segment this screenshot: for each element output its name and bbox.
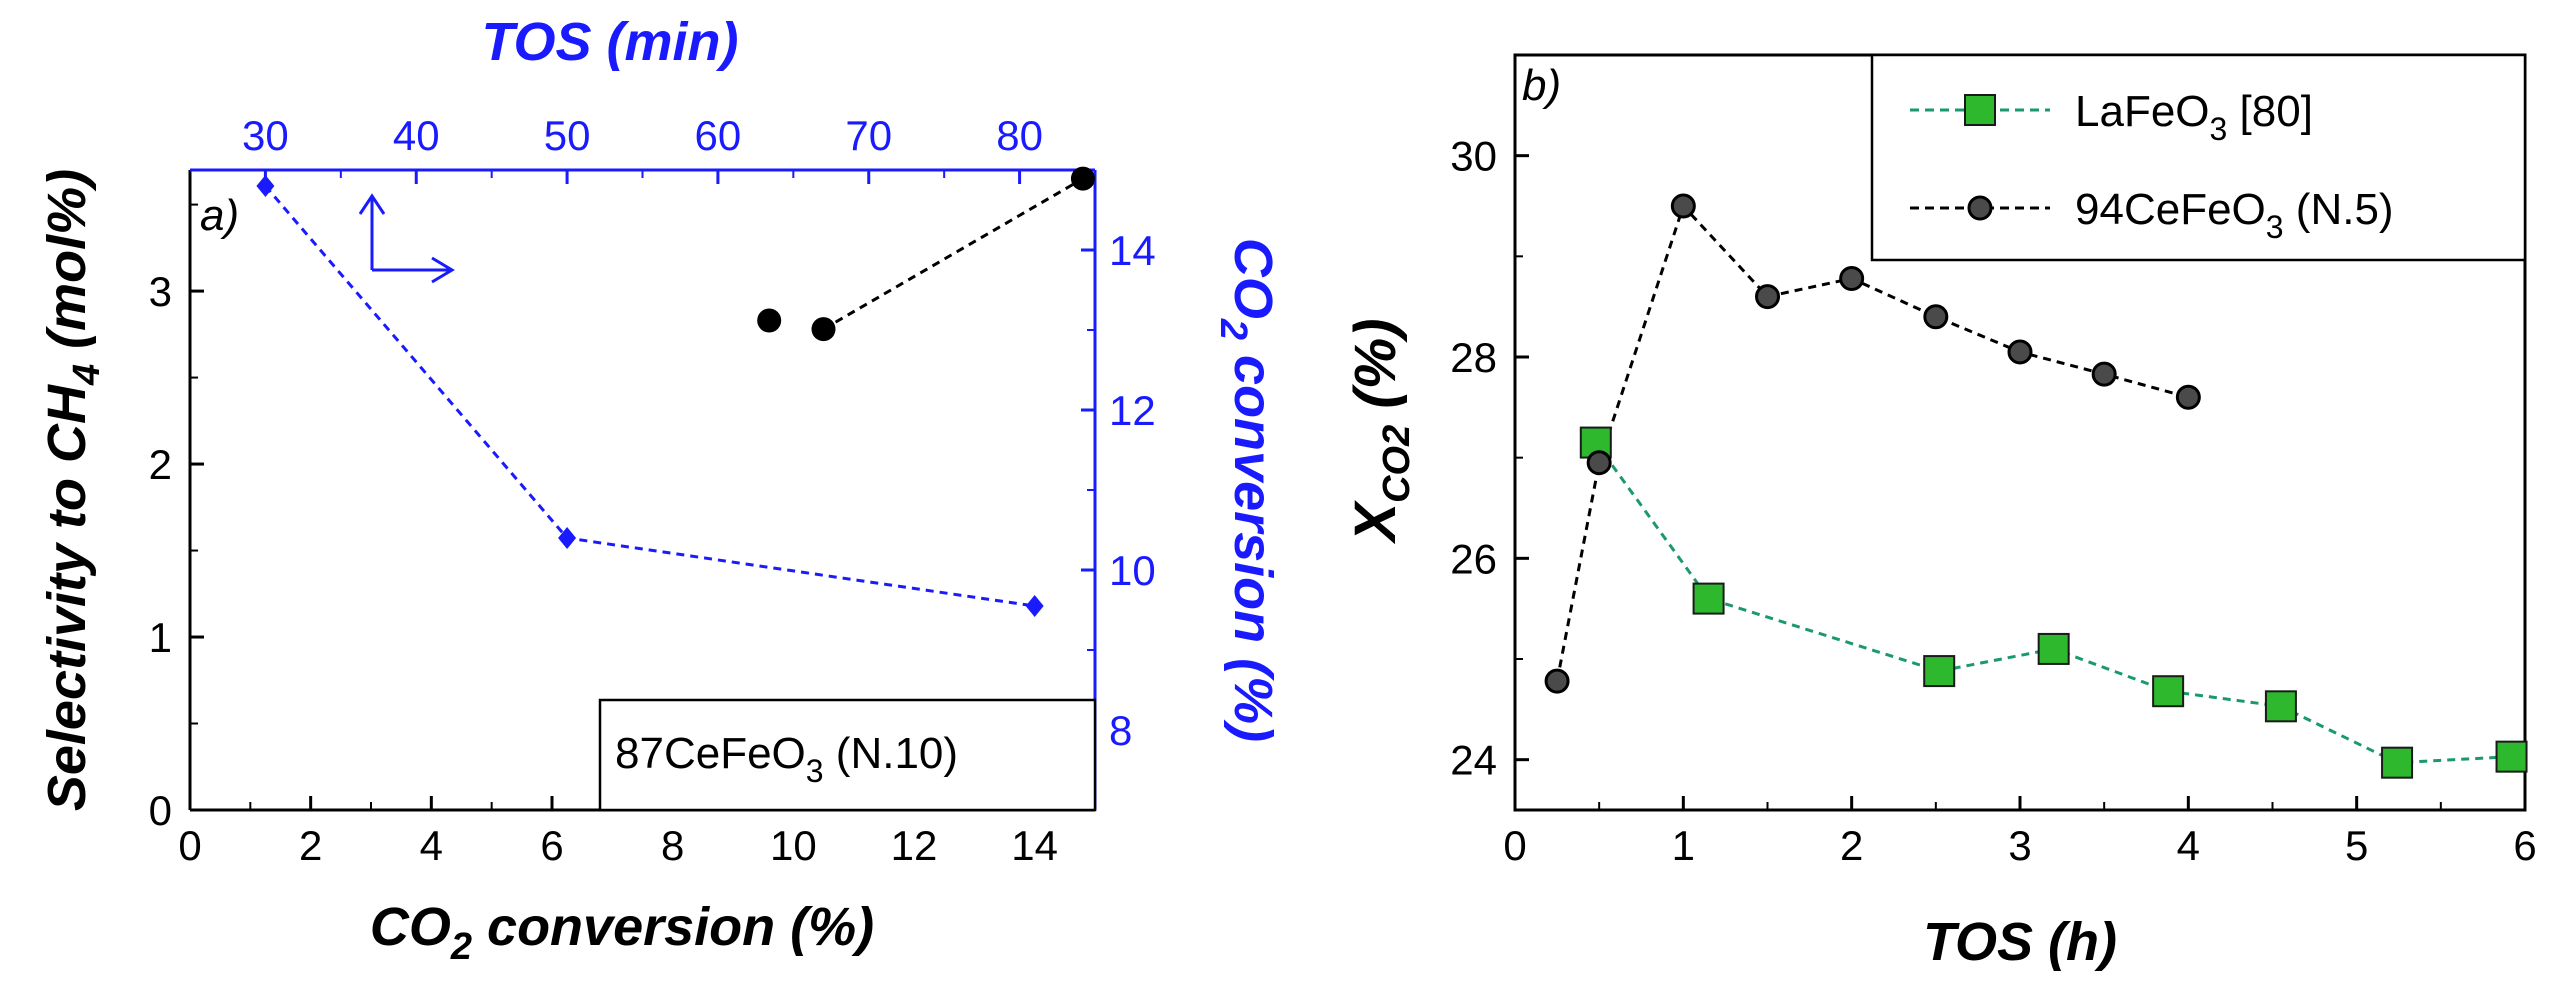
panel-a-top-tick-label: 80 xyxy=(996,112,1043,159)
panel-b-94cefeo3-point xyxy=(1544,668,1570,694)
panel-b-94cefeo3-point xyxy=(2175,384,2201,410)
panel-b-y-tick-label: 24 xyxy=(1450,737,1497,784)
panel-a-selectivity-point xyxy=(811,317,836,342)
axis-direction-arrow-icon xyxy=(358,193,455,284)
panel-b-x-tick-label: 5 xyxy=(2345,822,2368,869)
panel-a-y2-tick-label: 8 xyxy=(1109,707,1132,754)
panel-a-x-tick-label: 8 xyxy=(661,822,684,869)
panel-b-y-tick-label: 30 xyxy=(1450,133,1497,180)
panel-b-lafeo3-point xyxy=(1692,582,1725,615)
panel-a-top-tick-label: 40 xyxy=(393,112,440,159)
panel-a-x-tick-label: 14 xyxy=(1011,822,1058,869)
legend-marker-lafeo3 xyxy=(1910,94,2050,126)
panel-a-top-tick-label: 60 xyxy=(695,112,742,159)
panel-a-x-tick-label: 12 xyxy=(891,822,938,869)
panel-b-94cefeo3-point xyxy=(1586,450,1612,476)
panel-a-top-tick-label: 30 xyxy=(242,112,289,159)
panel-a-conversion-point xyxy=(256,175,275,197)
panel-a-y-tick-label: 3 xyxy=(149,268,172,315)
panel-b-label: b) xyxy=(1522,61,1561,110)
panel-b-x-tick-label: 6 xyxy=(2513,822,2536,869)
panel-b-x-tick-label: 3 xyxy=(2008,822,2031,869)
panel-a-x-tick-label: 6 xyxy=(540,822,563,869)
panel-b-94cefeo3-point xyxy=(1670,193,1696,219)
panel-b-94cefeo3-point xyxy=(1923,304,1949,330)
panel-b-x-axis-title: TOS (h) xyxy=(1923,912,2117,972)
panel-b: 0 1 2 3 4 5 6 24 26 28 30 b) LaFeO3 [80] 94CeFeO3… xyxy=(1343,53,2537,972)
panel-b-y-tick-label: 26 xyxy=(1450,535,1497,582)
panel-a-y-tick-label: 1 xyxy=(149,614,172,661)
panel-a-selectivity-point xyxy=(757,308,782,333)
panel-b-x-tick-label: 2 xyxy=(1840,822,1863,869)
panel-a-top-tick-label: 50 xyxy=(544,112,591,159)
panel-b-legend-entry-94cefeo3: 94CeFeO3 (N.5) xyxy=(2075,185,2394,245)
panel-a-label: a) xyxy=(200,191,239,240)
panel-a-y-tick-label: 2 xyxy=(149,441,172,488)
panel-a-y2-tick-label: 12 xyxy=(1109,387,1156,434)
panel-b-lafeo3-point xyxy=(1923,655,1956,688)
panel-a-x-axis-title: CO2 conversion (%) xyxy=(370,897,874,968)
panel-a-conversion-point xyxy=(558,527,577,549)
panel-b-y-axis-title: XCO2 (%) xyxy=(1343,318,1418,544)
panel-a-legend-box xyxy=(598,698,1097,812)
panel-a-x-tick-label: 4 xyxy=(420,822,443,869)
panel-b-lafeo3-point xyxy=(2037,632,2070,665)
panel-b-x-tick-label: 4 xyxy=(2177,822,2200,869)
panel-b-y-tick-label: 28 xyxy=(1450,334,1497,381)
panel-a-y-axis-title: Selectivity to CH4 (mol%) xyxy=(37,169,108,811)
panel-b-legend-entry-lafeo3: LaFeO3 [80] xyxy=(2075,87,2313,147)
panel-b-lafeo3-point xyxy=(2264,690,2297,723)
panel-a-selectivity-point xyxy=(1070,166,1095,191)
panel-b-legend-box xyxy=(1870,53,2527,262)
panel-a-x-tick-label: 10 xyxy=(770,822,817,869)
panel-b-lafeo3-point xyxy=(2152,675,2185,708)
panel-a-y-tick-label: 0 xyxy=(149,787,172,834)
panel-b-lafeo3-point xyxy=(2381,746,2414,779)
panel-a-y2-tick-label: 14 xyxy=(1109,227,1156,274)
panel-b-lafeo3-point xyxy=(2495,740,2528,773)
panel-b-x-tick-label: 0 xyxy=(1503,822,1526,869)
panel-a-legend-entry: 87CeFeO3 (N.10) xyxy=(615,729,958,789)
panel-a-x-tick-label: 2 xyxy=(299,822,322,869)
panel-b-x-tick-label: 1 xyxy=(1672,822,1695,869)
panel-b-94cefeo3-point xyxy=(1839,265,1865,291)
panel-a-x-tick-label: 0 xyxy=(178,822,201,869)
panel-a-top-axis-title: TOS (min) xyxy=(481,12,738,72)
panel-a-top-tick-label: 70 xyxy=(845,112,892,159)
panel-b-94cefeo3-point xyxy=(2091,361,2117,387)
legend-marker-94cefeo3 xyxy=(1910,195,2050,221)
panel-a-y2-axis-title: CO2 conversion (%) xyxy=(1212,238,1283,742)
panel-b-94cefeo3-point xyxy=(2007,339,2033,365)
panel-a-conversion-point xyxy=(1025,595,1044,617)
panel-a-y2-tick-label: 10 xyxy=(1109,547,1156,594)
panel-b-94cefeo3-point xyxy=(1755,284,1780,310)
panel-a-selectivity-line xyxy=(822,177,1084,331)
